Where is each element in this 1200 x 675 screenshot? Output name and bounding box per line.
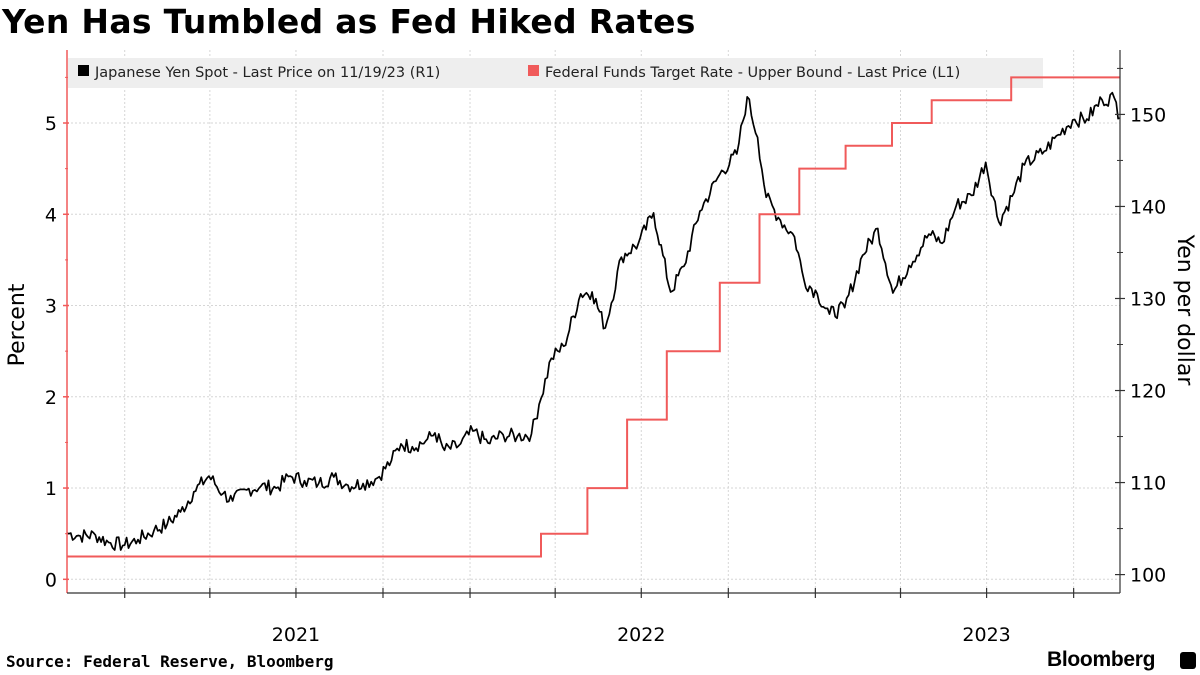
legend-swatch-fed [528,65,539,76]
series-lines [66,76,1121,558]
source-note: Source: Federal Reserve, Bloomberg [6,652,334,671]
bloomberg-logo: Bloomberg [1047,648,1156,671]
left-tick-label-1: 1 [45,478,57,500]
legend-label-yen: Japanese Yen Spot - Last Price on 11/19/… [94,65,440,81]
left-axis-label: Percent [5,283,30,366]
chart-title: Yen Has Tumbled as Fed Hiked Rates [2,2,696,41]
bloomberg-terminal-icon [1180,652,1196,669]
legend: Japanese Yen Spot - Last Price on 11/19/… [68,58,1043,88]
left-tick-label-5: 5 [45,113,57,135]
legend-background [68,58,1043,88]
x-axis-ticks: 2021 2022 2023 [124,588,1075,646]
right-tick-label-2: 120 [1130,381,1166,403]
left-tick-label-0: 0 [45,569,57,591]
x-tick-label-2: 2023 [962,624,1010,646]
series-line-fed-funds [67,76,1120,558]
gridlines [67,50,1120,593]
right-tick-label-4: 140 [1130,196,1166,218]
right-tick-label-1: 110 [1130,473,1166,495]
legend-swatch-yen [78,65,89,76]
right-axis-label: Yen per dollar [1172,234,1197,387]
left-tick-label-2: 2 [45,387,57,409]
right-tick-label-3: 130 [1130,288,1166,310]
left-tick-label-4: 4 [45,204,57,226]
x-tick-label-0: 2021 [272,624,320,646]
left-tick-label-3: 3 [45,296,57,318]
right-axis-ticks: 100 110 120 130 140 150 [1115,67,1166,587]
axes [66,50,1121,594]
x-tick-label-1: 2022 [617,624,665,646]
legend-label-fed: Federal Funds Target Rate - Upper Bound … [545,65,960,81]
right-tick-label-5: 150 [1130,104,1166,126]
series-line-yen [66,91,1121,551]
left-axis-ticks: 0 1 2 3 4 5 [45,76,69,591]
right-tick-label-0: 100 [1130,565,1166,587]
